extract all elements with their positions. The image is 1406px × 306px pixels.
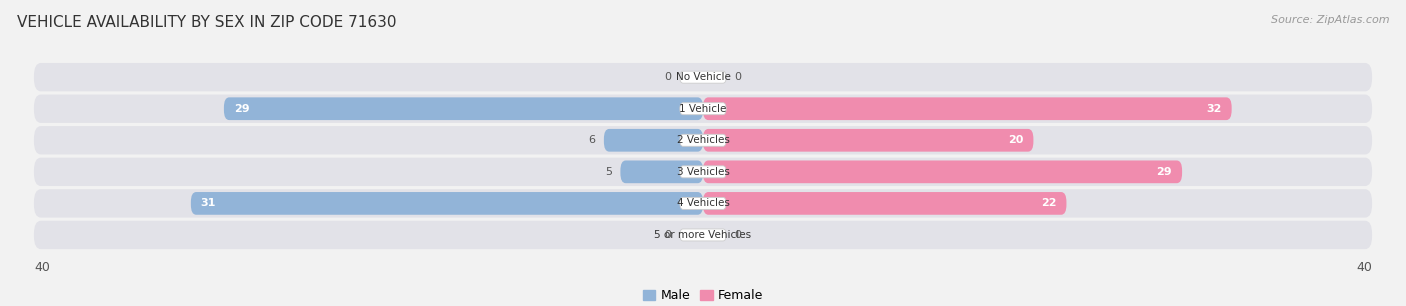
- Text: 29: 29: [233, 104, 249, 114]
- Text: 29: 29: [1157, 167, 1173, 177]
- Text: 5: 5: [605, 167, 612, 177]
- Text: 4 Vehicles: 4 Vehicles: [676, 198, 730, 208]
- FancyBboxPatch shape: [620, 160, 703, 183]
- Text: 0: 0: [665, 72, 672, 82]
- Text: No Vehicle: No Vehicle: [675, 72, 731, 82]
- FancyBboxPatch shape: [681, 166, 725, 178]
- FancyBboxPatch shape: [191, 192, 703, 215]
- Text: 32: 32: [1206, 104, 1222, 114]
- Text: Source: ZipAtlas.com: Source: ZipAtlas.com: [1271, 15, 1389, 25]
- Text: VEHICLE AVAILABILITY BY SEX IN ZIP CODE 71630: VEHICLE AVAILABILITY BY SEX IN ZIP CODE …: [17, 15, 396, 30]
- FancyBboxPatch shape: [224, 97, 703, 120]
- FancyBboxPatch shape: [605, 129, 703, 152]
- Text: 3 Vehicles: 3 Vehicles: [676, 167, 730, 177]
- FancyBboxPatch shape: [681, 71, 725, 83]
- FancyBboxPatch shape: [681, 229, 725, 241]
- FancyBboxPatch shape: [681, 134, 725, 146]
- Text: 0: 0: [665, 230, 672, 240]
- Text: 22: 22: [1040, 198, 1056, 208]
- Text: 0: 0: [734, 230, 741, 240]
- FancyBboxPatch shape: [34, 63, 1372, 91]
- FancyBboxPatch shape: [703, 129, 1033, 152]
- Text: 0: 0: [734, 72, 741, 82]
- FancyBboxPatch shape: [34, 158, 1372, 186]
- FancyBboxPatch shape: [703, 97, 1232, 120]
- FancyBboxPatch shape: [34, 95, 1372, 123]
- FancyBboxPatch shape: [34, 189, 1372, 218]
- FancyBboxPatch shape: [703, 160, 1182, 183]
- FancyBboxPatch shape: [703, 192, 1066, 215]
- FancyBboxPatch shape: [681, 197, 725, 209]
- Text: 1 Vehicle: 1 Vehicle: [679, 104, 727, 114]
- FancyBboxPatch shape: [34, 126, 1372, 155]
- Text: 20: 20: [1008, 135, 1024, 145]
- Text: 6: 6: [589, 135, 596, 145]
- Text: 31: 31: [201, 198, 217, 208]
- Text: 5 or more Vehicles: 5 or more Vehicles: [654, 230, 752, 240]
- FancyBboxPatch shape: [681, 103, 725, 115]
- Text: 2 Vehicles: 2 Vehicles: [676, 135, 730, 145]
- Legend: Male, Female: Male, Female: [638, 284, 768, 306]
- FancyBboxPatch shape: [34, 221, 1372, 249]
